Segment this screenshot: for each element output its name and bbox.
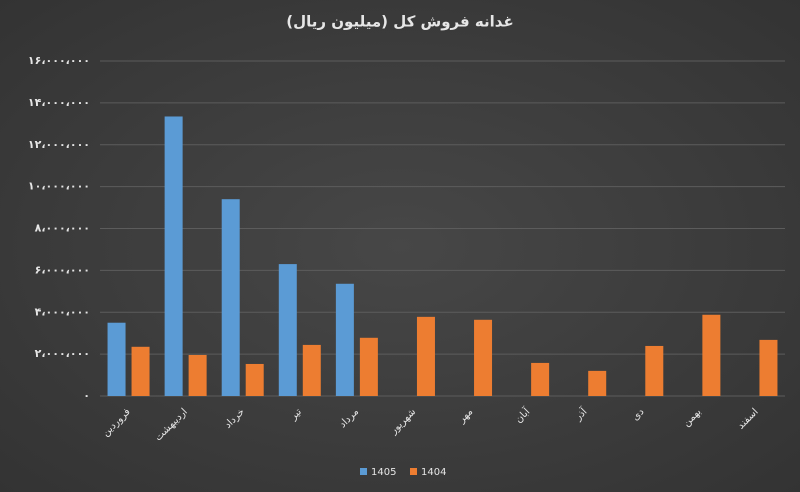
- bar: [221, 199, 240, 396]
- x-tick-label: بهمن: [681, 406, 703, 428]
- bar: [416, 316, 435, 396]
- bar: [188, 354, 207, 396]
- x-tick-label: تیر: [288, 406, 305, 423]
- x-tick-label: اردیبهشت: [153, 406, 190, 443]
- y-tick-label: ۸،۰۰۰،۰۰۰: [35, 222, 90, 235]
- bar: [131, 346, 150, 396]
- bar: [702, 314, 721, 396]
- x-tick-label: آبان: [512, 404, 533, 425]
- legend-swatch: [410, 468, 417, 475]
- bar: [245, 363, 264, 396]
- y-tick-label: ۱۶،۰۰۰،۰۰۰: [28, 54, 90, 67]
- legend-label: 1405: [371, 467, 396, 478]
- x-tick-label: شهریور: [388, 406, 419, 437]
- chart-title: غدانه فروش کل (میلیون ریال): [286, 13, 513, 31]
- x-tick-label: آذر: [571, 404, 590, 423]
- y-tick-label: ۴،۰۰۰،۰۰۰: [35, 305, 90, 318]
- y-tick-label: ۲،۰۰۰،۰۰۰: [35, 347, 90, 360]
- y-tick-label: ۱۰،۰۰۰،۰۰۰: [28, 180, 90, 193]
- bar: [107, 322, 126, 396]
- legend-swatch: [360, 468, 367, 475]
- bar: [335, 283, 354, 396]
- bar: [588, 370, 607, 396]
- x-tick-label: دی: [630, 406, 646, 422]
- bar: [645, 345, 664, 396]
- x-tick-label: اسفند: [736, 406, 761, 431]
- x-tick-label: مرداد: [337, 406, 361, 430]
- x-tick-label: خرداد: [223, 406, 247, 430]
- y-tick-label: ۰: [83, 389, 90, 402]
- bar: [531, 362, 550, 396]
- bar: [474, 319, 493, 396]
- bar: [278, 264, 297, 396]
- y-tick-label: ۶،۰۰۰،۰۰۰: [35, 263, 90, 276]
- bar: [359, 337, 378, 396]
- y-tick-label: ۱۲،۰۰۰،۰۰۰: [28, 138, 90, 151]
- bar: [164, 116, 183, 396]
- bar: [759, 339, 778, 396]
- x-tick-label: فروردین: [100, 406, 133, 439]
- bar: [302, 344, 321, 396]
- x-tick-label: مهر: [456, 406, 475, 425]
- y-tick-label: ۱۴،۰۰۰،۰۰۰: [28, 96, 90, 109]
- legend-label: 1404: [421, 467, 446, 478]
